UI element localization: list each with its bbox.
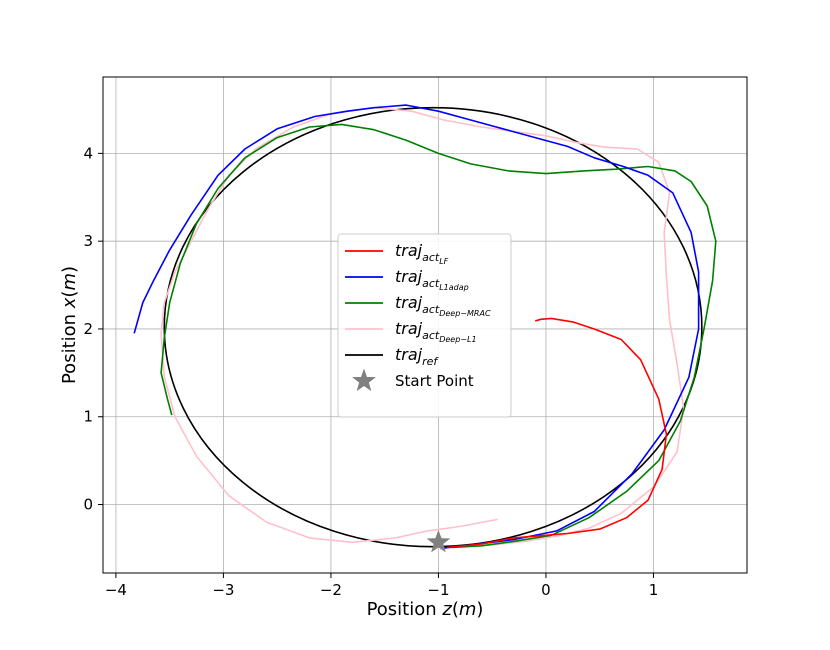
x-tick-label: −2 [320,581,342,599]
legend-label-traj-ref: trajref [395,345,439,368]
plot-frame [102,76,748,574]
legend-label-traj-act-l1adap: trajactL1adap [395,267,469,292]
legend-label-traj-act-deep-l1: trajactDeep−L1 [395,319,477,344]
series-line-traj-act-deep-mrac [160,123,717,549]
x-tick-label: −1 [427,581,449,599]
legend: trajactLFtrajactL1adaptrajactDeep−MRACtr… [337,233,512,418]
start-point-marker [426,529,451,553]
legend-label-traj-act-deep-mrac: trajactDeep−MRAC [395,293,491,318]
series-line-traj-act-l1adap [133,104,700,550]
y-tick-label: 4 [83,144,93,162]
x-tick-label: −4 [105,581,127,599]
axis-ticks: −4 −3 −2 −1 0 1 0 1 2 3 4 [83,144,658,599]
legend-swatch-start-point [352,368,376,392]
y-tick-label: 1 [83,408,93,426]
x-tick-label: −3 [212,581,234,599]
legend-label-start-point: Start Point [395,372,474,390]
series-line-traj-act-lf [446,317,668,549]
legend-label-traj-act-lf: trajactLF [395,241,449,266]
plot-area [133,104,717,553]
y-axis-label: Position x(m) [59,266,80,384]
y-tick-label: 2 [83,320,93,338]
x-axis-label: Position z(m) [367,599,484,620]
series-line-traj-act-deep-l1 [160,106,685,548]
x-tick-label: 1 [649,581,659,599]
y-tick-label: 0 [83,496,93,514]
y-tick-label: 3 [83,232,93,250]
legend-box [337,233,512,418]
x-tick-label: 0 [541,581,551,599]
